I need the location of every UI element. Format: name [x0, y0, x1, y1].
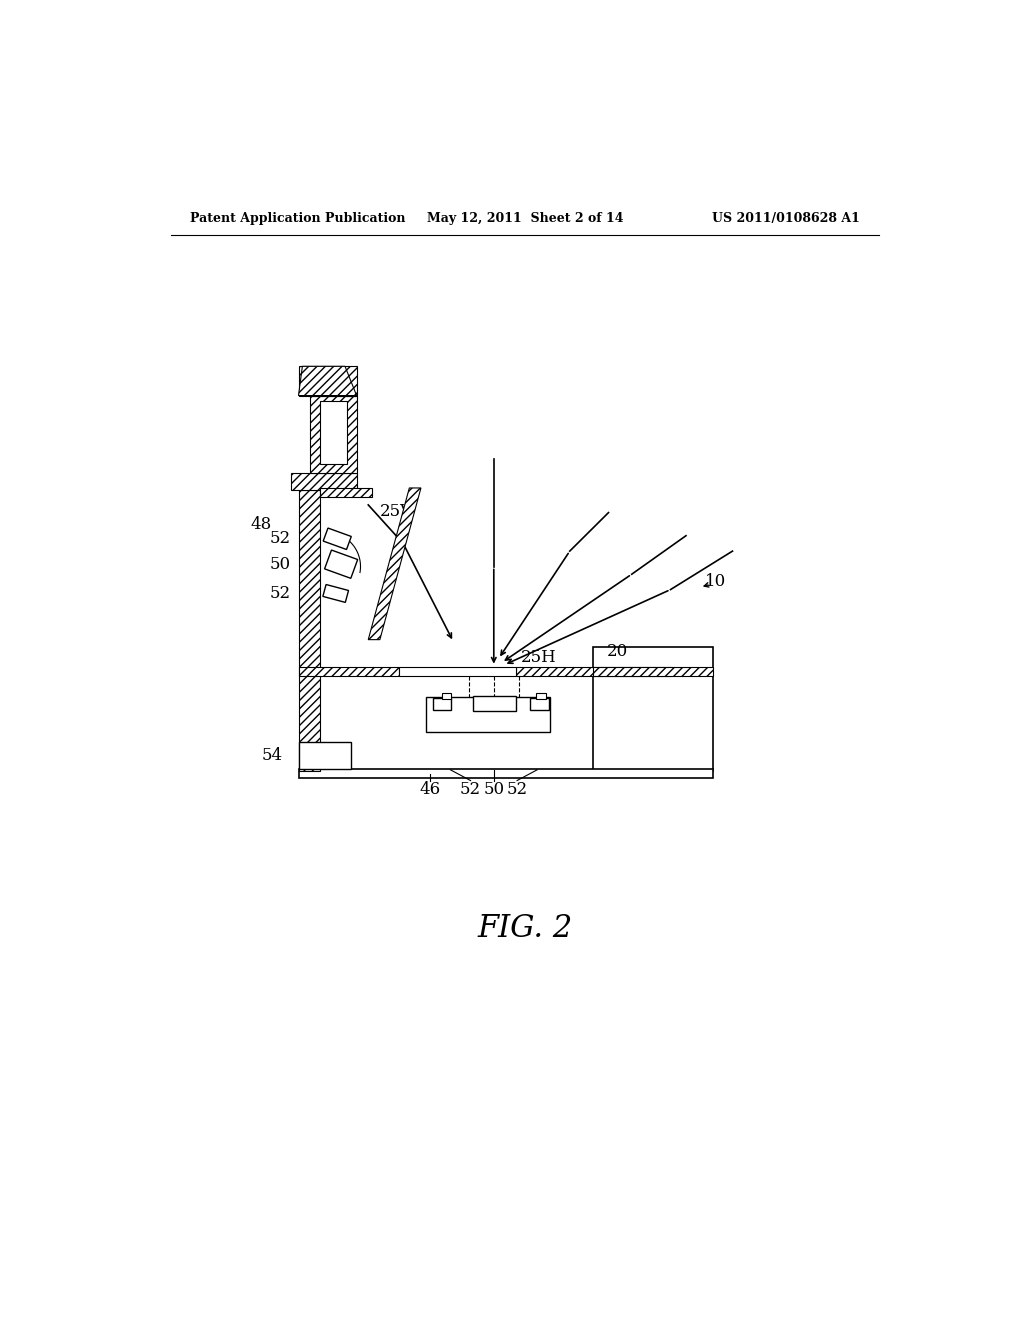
Polygon shape — [593, 647, 713, 771]
Text: Patent Application Publication: Patent Application Publication — [190, 213, 406, 224]
Polygon shape — [310, 396, 356, 473]
Text: 52: 52 — [507, 781, 527, 799]
Polygon shape — [323, 585, 348, 602]
Polygon shape — [442, 693, 452, 700]
Polygon shape — [325, 550, 357, 578]
Text: 54: 54 — [262, 747, 283, 764]
Text: 46: 46 — [420, 781, 440, 799]
Text: May 12, 2011  Sheet 2 of 14: May 12, 2011 Sheet 2 of 14 — [427, 213, 623, 224]
Text: 52: 52 — [269, 531, 291, 548]
Polygon shape — [299, 367, 356, 396]
Polygon shape — [537, 693, 546, 700]
Text: FIG. 2: FIG. 2 — [477, 913, 572, 944]
Text: 25H: 25H — [521, 649, 557, 665]
Polygon shape — [324, 528, 351, 549]
Polygon shape — [426, 697, 550, 733]
Text: 10: 10 — [706, 573, 727, 590]
Text: 50: 50 — [269, 556, 291, 573]
Polygon shape — [299, 490, 321, 771]
Polygon shape — [321, 401, 347, 465]
Polygon shape — [369, 488, 421, 640]
Polygon shape — [515, 667, 671, 676]
Polygon shape — [291, 473, 356, 490]
Polygon shape — [473, 696, 515, 711]
Text: 50: 50 — [483, 781, 505, 799]
Text: 25V: 25V — [380, 503, 413, 520]
Text: 20: 20 — [607, 643, 628, 660]
Polygon shape — [399, 667, 515, 676]
Text: 48: 48 — [250, 516, 271, 533]
Polygon shape — [530, 698, 549, 710]
Polygon shape — [299, 667, 399, 676]
Text: US 2011/0108628 A1: US 2011/0108628 A1 — [712, 213, 859, 224]
Text: 52: 52 — [269, 585, 291, 602]
Polygon shape — [299, 770, 713, 779]
Polygon shape — [593, 667, 713, 676]
Polygon shape — [299, 742, 351, 770]
Polygon shape — [299, 367, 356, 396]
Text: 52: 52 — [460, 781, 481, 799]
Polygon shape — [321, 488, 372, 498]
Polygon shape — [432, 698, 452, 710]
